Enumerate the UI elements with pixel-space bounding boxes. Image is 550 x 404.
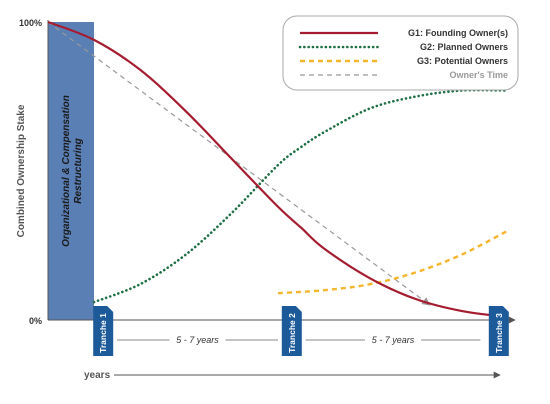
series-line-owner-s-time	[47, 21, 431, 306]
tranche-marker	[93, 306, 114, 356]
band-label-line-2: Restructuring	[73, 138, 84, 204]
legend-label: G1: Founding Owner(s)	[408, 28, 508, 38]
tranche-label: Tranche 2	[287, 313, 297, 353]
y-tick-label: 0%	[29, 316, 42, 326]
axes: 100% 0% Combined Ownership Stake years	[16, 18, 516, 381]
tranche-3: Tranche 3	[488, 306, 509, 356]
tranche-marker	[488, 306, 509, 356]
legend-item-g3-potential-owners: G3: Potential Owners	[300, 56, 508, 66]
legend-label: Owner's Time	[450, 70, 509, 80]
interval-label: 5 - 7 years	[372, 335, 415, 345]
legend: G1: Founding Owner(s) G2: Planned Owners G…	[282, 15, 519, 91]
band-label-line-1: Organizational & Compensation	[61, 95, 72, 247]
legend-box	[282, 15, 519, 91]
legend-item-owner-s-time: Owner's Time	[300, 70, 508, 80]
interval-label: 5 - 7 years	[176, 335, 219, 345]
tranche-label: Tranche 3	[494, 313, 504, 353]
y-axis-title: Combined Ownership Stake	[16, 104, 27, 237]
series-line-g1-founding-owner-s	[47, 20, 509, 319]
legend-label: G2: Planned Owners	[420, 42, 508, 52]
tranche-1: Tranche 1	[93, 306, 114, 356]
restructuring-band-rect	[48, 22, 94, 320]
band-label: Organizational & CompensationRestructuri…	[61, 95, 84, 247]
interval: 5 - 7 years	[305, 335, 481, 345]
series-line-g2-planned-owners	[92, 88, 510, 304]
legend-label: G3: Potential Owners	[417, 56, 508, 66]
legend-item-g2-planned-owners: G2: Planned Owners	[298, 42, 508, 52]
series-lines	[47, 20, 510, 319]
y-tick-label: 100%	[19, 18, 42, 28]
tranche-label: Tranche 1	[98, 313, 108, 353]
legend-item-g1-founding-owner-s: G1: Founding Owner(s)	[300, 28, 508, 38]
tranche-marker	[281, 306, 302, 356]
tranches: Tranche 1 Tranche 2 Tranche 3 5 - 7 years 5 …	[93, 306, 509, 356]
tranche-2: Tranche 2	[281, 306, 302, 356]
interval: 5 - 7 years	[117, 335, 278, 345]
restructuring-band: Organizational & CompensationRestructuri…	[48, 22, 94, 320]
x-axis-title: years	[84, 370, 111, 381]
